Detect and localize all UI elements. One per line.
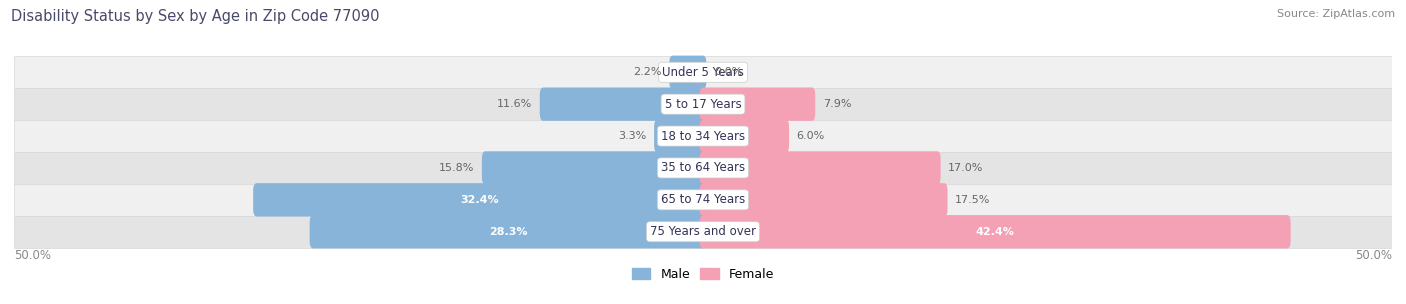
Text: 65 to 74 Years: 65 to 74 Years [661,193,745,206]
Text: 75 Years and over: 75 Years and over [650,225,756,238]
Bar [14,88,1392,120]
Legend: Male, Female: Male, Female [627,263,779,286]
Text: 32.4%: 32.4% [461,195,499,205]
Text: 15.8%: 15.8% [439,163,474,173]
Bar [14,184,1392,216]
Text: 35 to 64 Years: 35 to 64 Years [661,161,745,174]
Text: 3.3%: 3.3% [619,131,647,141]
Text: Under 5 Years: Under 5 Years [662,66,744,79]
FancyBboxPatch shape [309,215,706,248]
Text: 18 to 34 Years: 18 to 34 Years [661,130,745,143]
FancyBboxPatch shape [482,151,706,185]
Text: Source: ZipAtlas.com: Source: ZipAtlas.com [1277,9,1395,19]
Text: 28.3%: 28.3% [489,227,527,237]
Text: 0.0%: 0.0% [714,67,742,77]
Text: 50.0%: 50.0% [1355,249,1392,262]
Text: 7.9%: 7.9% [823,99,852,109]
Text: 2.2%: 2.2% [633,67,662,77]
Bar [14,152,1392,184]
Text: 11.6%: 11.6% [496,99,531,109]
FancyBboxPatch shape [700,119,789,153]
FancyBboxPatch shape [253,183,706,216]
FancyBboxPatch shape [700,88,815,121]
Bar [14,216,1392,248]
Text: 6.0%: 6.0% [797,131,825,141]
FancyBboxPatch shape [654,119,706,153]
Text: 5 to 17 Years: 5 to 17 Years [665,98,741,111]
Text: 42.4%: 42.4% [976,227,1015,237]
Text: 50.0%: 50.0% [14,249,51,262]
Text: 17.0%: 17.0% [948,163,984,173]
FancyBboxPatch shape [700,151,941,185]
Text: 17.5%: 17.5% [955,195,991,205]
Bar [14,120,1392,152]
FancyBboxPatch shape [669,56,706,89]
Text: Disability Status by Sex by Age in Zip Code 77090: Disability Status by Sex by Age in Zip C… [11,9,380,24]
FancyBboxPatch shape [700,215,1291,248]
FancyBboxPatch shape [540,88,706,121]
FancyBboxPatch shape [700,183,948,216]
Bar [14,56,1392,88]
